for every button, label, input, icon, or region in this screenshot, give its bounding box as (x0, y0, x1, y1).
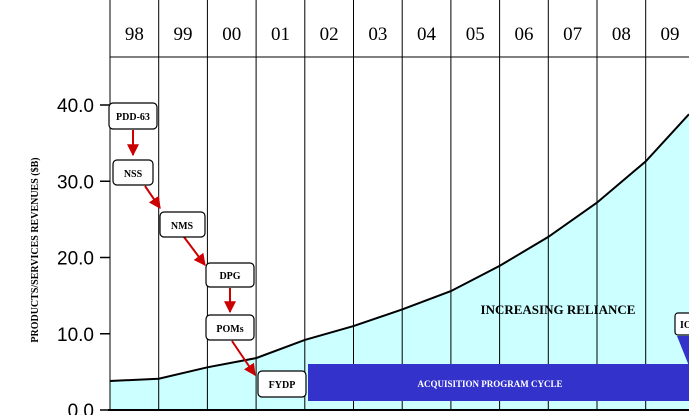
cut-off-pointer (677, 336, 689, 366)
year-label-09: 09 (661, 24, 680, 45)
y-tick-label: 30.0 (57, 172, 94, 193)
y-tick-label: 10.0 (57, 325, 94, 346)
revenue-line (109, 113, 689, 382)
y-tick-label: 20.0 (57, 249, 94, 270)
acquisition-program-bar (308, 364, 689, 401)
process-box-dpg: DPG (205, 262, 255, 288)
year-label-01: 01 (271, 24, 290, 45)
process-box-nss: NSS (112, 159, 154, 186)
svg-text:DPG: DPG (219, 271, 240, 282)
year-label-07: 07 (563, 24, 582, 45)
process-box-poms: POMs (205, 314, 255, 341)
increasing-reliance-label: INCREASING RELIANCE (481, 302, 636, 317)
svg-text:NSS: NSS (124, 169, 143, 180)
year-label-00: 00 (222, 24, 241, 45)
year-grid (109, 0, 689, 410)
y-tick-label: 0.0 (68, 401, 94, 415)
process-box-nms: NMS (159, 211, 206, 238)
year-label-05: 05 (466, 24, 485, 45)
revenue-area (110, 114, 689, 410)
y-ticks: 0.0 10.0 20.0 30.0 40.0 (57, 96, 110, 415)
year-label-99: 99 (174, 24, 193, 45)
svg-text:PDD-63: PDD-63 (116, 112, 150, 123)
y-axis-label: PRODUCTS/SERVICES REVENUES ($B) (30, 157, 41, 342)
year-label-98: 98 (125, 24, 144, 45)
y-tick-label: 40.0 (57, 96, 94, 117)
process-box-fydp: FYDP (257, 370, 307, 398)
year-label-08: 08 (612, 24, 631, 45)
svg-text:POMs: POMs (216, 324, 243, 335)
process-box-pdd-63: PDD-63 (108, 102, 158, 130)
year-label-02: 02 (320, 24, 339, 45)
year-label-03: 03 (368, 24, 387, 45)
year-labels: 98 99 00 01 02 03 04 05 06 07 08 09 (125, 24, 680, 45)
svg-text:NMS: NMS (171, 221, 194, 232)
cut-off-box (674, 312, 689, 336)
process-arrows (127, 130, 256, 376)
year-label-06: 06 (514, 24, 533, 45)
cut-off-box-label: IO (680, 320, 689, 331)
acquisition-program-label: ACQUISITION PROGRAM CYCLE (417, 379, 562, 389)
year-label-04: 04 (417, 24, 437, 45)
svg-text:FYDP: FYDP (269, 380, 296, 391)
